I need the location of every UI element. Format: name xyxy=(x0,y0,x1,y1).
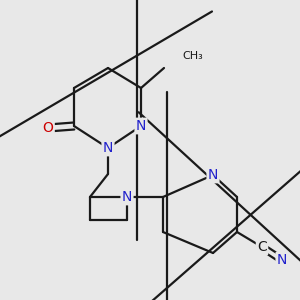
Text: N: N xyxy=(136,119,146,133)
Text: C: C xyxy=(257,240,267,254)
Text: N: N xyxy=(277,253,287,267)
Text: N: N xyxy=(122,190,132,204)
Text: N: N xyxy=(208,168,218,182)
Text: N: N xyxy=(103,141,113,155)
Text: CH₃: CH₃ xyxy=(182,51,203,61)
Text: O: O xyxy=(43,121,53,135)
